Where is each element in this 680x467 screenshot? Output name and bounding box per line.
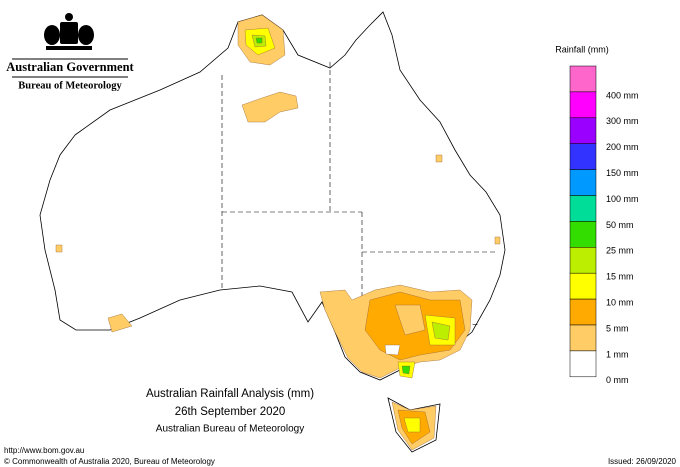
legend-swatch [569,272,597,300]
government-name: Australian Government [6,60,134,74]
legend-label: 150 mm [606,168,639,178]
rainfall-areas [55,14,501,451]
legend-title: Rainfall (mm) [555,44,609,54]
legend-label: 10 mm [606,297,634,307]
map-date: 26th September 2020 [175,406,286,418]
legend-swatch [569,247,597,274]
map-title: Australian Rainfall Analysis (mm) [146,388,314,400]
legend-swatch [569,350,597,378]
legend-swatch [569,324,597,352]
footer-issued: Issued: 26/09/2020 [608,457,677,466]
map-source: Australian Bureau of Meteorology [156,424,304,435]
legend-swatch [569,143,597,170]
footer-url: http://www.bom.gov.au [4,446,84,455]
agency-name: Bureau of Meteorology [18,80,122,91]
legend-swatch [569,117,597,144]
legend-label: 25 mm [606,246,634,256]
legend-label: 5 mm [606,323,629,333]
legend-label: 100 mm [606,194,639,204]
legend-label: 300 mm [606,116,639,126]
legend-swatch [569,65,597,93]
legend-swatch [569,91,597,119]
legend-label: 1 mm [606,349,629,359]
legend-swatch [569,195,597,222]
legend-label: 0 mm [606,375,629,385]
footer-copyright: © Commonwealth of Australia 2020, Bureau… [4,457,215,466]
legend-swatch [569,298,597,326]
legend-label: 15 mm [606,272,634,282]
legend-label: 200 mm [606,142,639,152]
legend: 400 mm 300 mm 200 mm 150 mm 100 mm 50 mm 25 mm… [569,65,639,385]
legend-label: 400 mm [606,90,639,100]
legend-swatch [569,169,597,196]
crest [44,13,94,50]
legend-swatch [569,221,597,248]
legend-label: 50 mm [606,220,634,230]
